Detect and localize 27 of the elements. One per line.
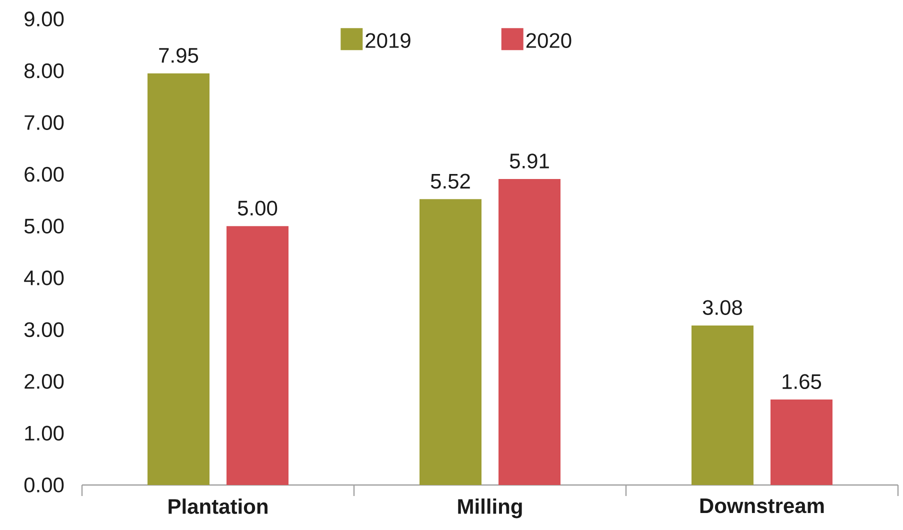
x-tick-label: Downstream: [700, 498, 824, 514]
x-tick-label: Plantation: [168, 498, 268, 514]
bar: [770, 400, 832, 485]
data-label: 5.52: [430, 174, 470, 189]
bar: [226, 226, 289, 485]
y-tick-label: 8.00: [24, 63, 64, 78]
bar: [498, 178, 560, 485]
bar: [148, 73, 210, 485]
data-label: 3.08: [702, 300, 742, 315]
bar: [420, 199, 482, 485]
y-tick-label: 4.00: [24, 270, 64, 286]
bar: [691, 326, 754, 485]
y-tick-label: 7.00: [24, 115, 64, 130]
y-tick-label: 3.00: [24, 322, 64, 338]
legend-label: 2019: [366, 33, 410, 48]
y-tick-label: 0.00: [24, 478, 64, 492]
y-tick-label: 1.00: [25, 426, 64, 441]
data-label: 7.95: [159, 48, 198, 63]
y-tick-label: 5.00: [24, 218, 64, 234]
data-label: 5.00: [238, 200, 278, 216]
legend-label: 2020: [526, 33, 572, 48]
data-label: 1.65: [782, 374, 822, 390]
data-label: 5.91: [510, 154, 549, 168]
y-tick-label: 2.00: [24, 374, 64, 389]
y-tick-label: 9.00: [24, 12, 64, 26]
y-tick-label: 6.00: [24, 166, 64, 182]
x-tick-label: Milling: [458, 498, 522, 518]
